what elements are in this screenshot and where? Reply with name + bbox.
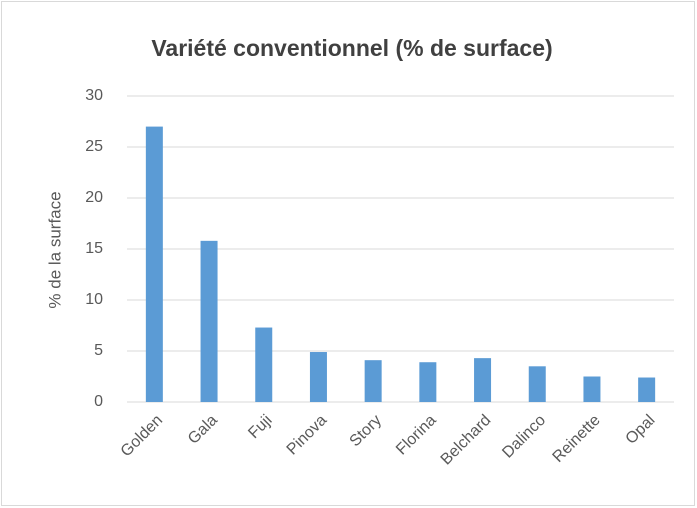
bar [474,358,492,402]
bar [309,352,327,402]
bar [638,377,656,402]
chart-title: Variété conventionnel (% de surface) [151,35,552,61]
bar [255,327,273,402]
bar [200,240,218,402]
bar [583,376,601,402]
y-tick-label: 5 [94,342,103,359]
bar [364,360,382,402]
y-tick-label: 10 [85,291,103,308]
y-axis-label: % de la surface [45,191,64,308]
y-tick-label: 30 [85,87,103,104]
y-tick-label: 0 [94,393,103,410]
bar [419,362,437,402]
bar [528,366,546,402]
y-tick-label: 25 [85,138,103,155]
y-tick-label: 20 [85,189,103,206]
y-tick-label: 15 [85,240,103,257]
bar [145,126,163,402]
